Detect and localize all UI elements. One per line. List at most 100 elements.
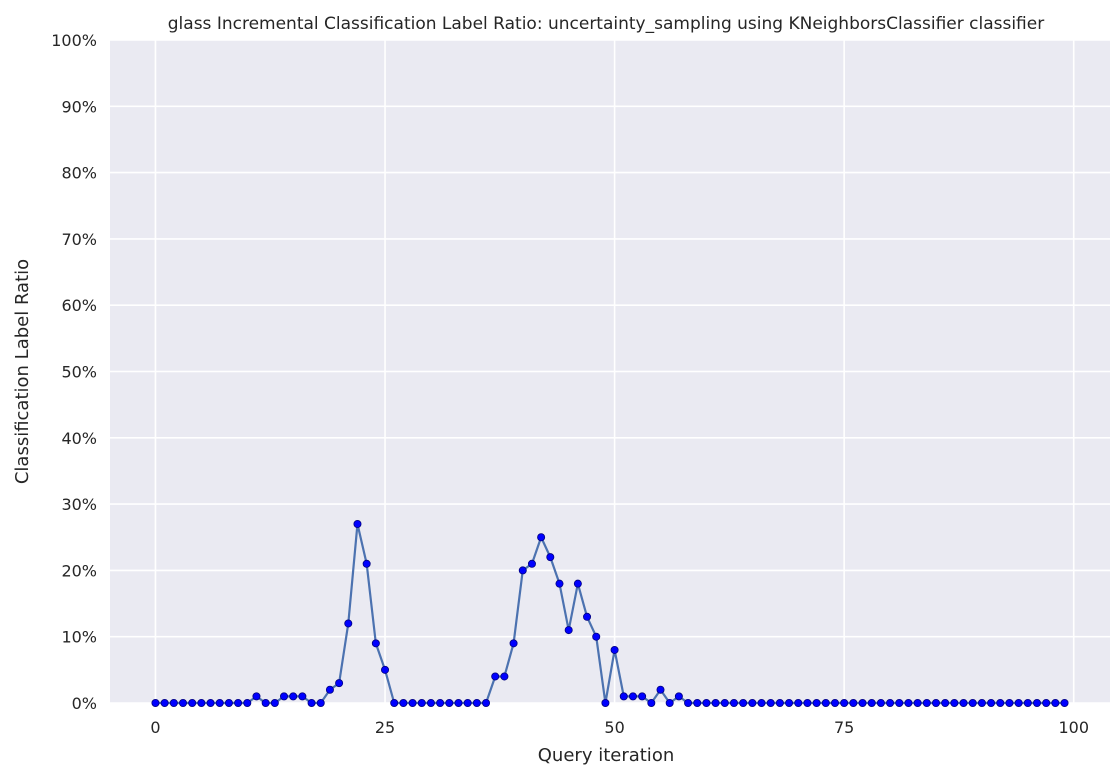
series-line [155, 522, 1065, 705]
data-point [335, 679, 344, 688]
data-point [794, 699, 803, 708]
x-tick-label: 25 [375, 718, 395, 737]
data-point [482, 699, 491, 708]
data-point [491, 672, 500, 681]
data-point [381, 665, 390, 674]
y-tick-label: 60% [61, 296, 97, 315]
data-point [353, 519, 362, 528]
data-point [858, 699, 867, 708]
data-point [830, 699, 839, 708]
data-point [215, 699, 224, 708]
data-point [206, 699, 215, 708]
data-point [977, 699, 986, 708]
data-point [224, 699, 233, 708]
y-tick-label: 90% [61, 97, 97, 116]
data-point [996, 699, 1005, 708]
data-point [1051, 699, 1060, 708]
data-point [849, 699, 858, 708]
data-point [665, 699, 674, 708]
data-point [1042, 699, 1051, 708]
x-tick-label: 100 [1058, 718, 1089, 737]
data-point [436, 699, 445, 708]
x-axis-title: Query iteration [538, 745, 674, 766]
data-point [638, 692, 647, 701]
y-tick-label: 70% [61, 230, 97, 249]
data-point [775, 699, 784, 708]
data-point [1060, 699, 1069, 708]
data-point [518, 566, 527, 575]
y-tick-label: 20% [61, 561, 97, 580]
data-point [876, 699, 885, 708]
data-point [720, 699, 729, 708]
data-point [821, 699, 830, 708]
data-point [840, 699, 849, 708]
data-point [748, 699, 757, 708]
y-tick-label: 100% [51, 31, 97, 50]
data-point [1033, 699, 1042, 708]
data-point [445, 699, 454, 708]
data-point [1014, 699, 1023, 708]
data-point [472, 699, 481, 708]
data-point [656, 685, 665, 694]
data-point [197, 699, 206, 708]
chart-title: glass Incremental Classification Label R… [168, 14, 1044, 34]
data-point [647, 699, 656, 708]
y-tick-label: 80% [61, 164, 97, 183]
data-point [895, 699, 904, 708]
y-tick-labels: 0% 10% 20% 30% 40% 50% 60% 70% 80% 90% 100% [51, 31, 97, 713]
data-point [601, 699, 610, 708]
data-point [913, 699, 922, 708]
data-point [592, 632, 601, 641]
y-tick-label: 0% [72, 694, 97, 713]
data-point [619, 692, 628, 701]
y-axis-title: Classification Label Ratio [12, 259, 33, 484]
data-point [463, 699, 472, 708]
data-point [399, 699, 408, 708]
data-point [628, 692, 637, 701]
data-point [261, 699, 270, 708]
data-point [922, 699, 931, 708]
data-point [390, 699, 399, 708]
x-tick-label: 75 [834, 718, 854, 737]
data-point [1005, 699, 1014, 708]
data-point [252, 692, 261, 701]
data-point [684, 699, 693, 708]
data-point [188, 699, 197, 708]
data-point [243, 699, 252, 708]
data-point [564, 626, 573, 635]
data-point [803, 699, 812, 708]
series-markers [151, 519, 1069, 708]
data-point [610, 645, 619, 654]
data-point [785, 699, 794, 708]
data-point [867, 699, 876, 708]
data-point [693, 699, 702, 708]
data-point [886, 699, 895, 708]
data-point [546, 553, 555, 562]
data-point [537, 533, 546, 542]
y-tick-label: 10% [61, 628, 97, 647]
data-point [362, 559, 371, 568]
data-point [426, 699, 435, 708]
data-point [812, 699, 821, 708]
data-point [169, 699, 178, 708]
data-point [454, 699, 463, 708]
data-point [178, 699, 187, 708]
data-point [500, 672, 509, 681]
data-point [757, 699, 766, 708]
data-point [904, 699, 913, 708]
data-point [527, 559, 536, 568]
series-line-path [155, 522, 1065, 705]
data-point [289, 692, 298, 701]
data-point [968, 699, 977, 708]
data-point [160, 699, 169, 708]
data-point [729, 699, 738, 708]
data-point [931, 699, 940, 708]
x-tick-label: 50 [604, 718, 624, 737]
data-point [950, 699, 959, 708]
y-tick-label: 30% [61, 495, 97, 514]
data-point [509, 639, 518, 648]
y-tick-label: 50% [61, 363, 97, 382]
data-point [371, 639, 380, 648]
data-point [307, 699, 316, 708]
